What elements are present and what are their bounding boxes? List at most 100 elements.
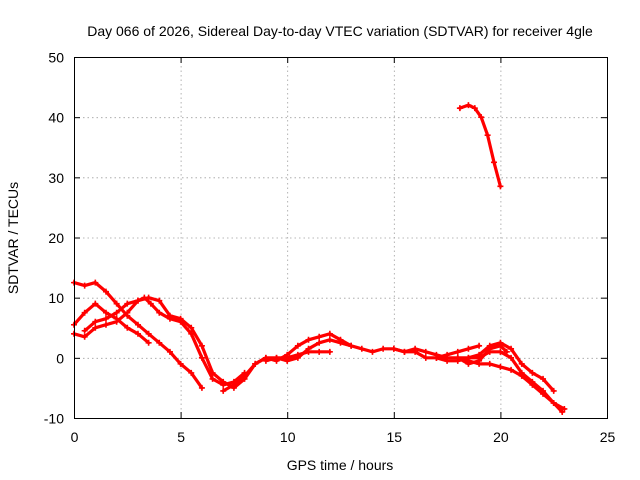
data-point xyxy=(369,348,376,355)
data-point xyxy=(326,348,333,355)
data-point xyxy=(113,300,120,307)
data-point xyxy=(348,342,355,349)
grid xyxy=(74,57,607,418)
data-point xyxy=(444,357,451,364)
data-point xyxy=(145,330,152,337)
data-point xyxy=(81,309,88,316)
data-point xyxy=(422,348,429,355)
data-point xyxy=(102,315,109,322)
data-point xyxy=(145,339,152,346)
data-point xyxy=(81,282,88,289)
data-point xyxy=(92,318,99,325)
x-tick-label: 15 xyxy=(387,429,403,445)
plot-series xyxy=(71,102,568,415)
y-tick-label: 0 xyxy=(56,350,64,366)
data-point xyxy=(476,342,483,349)
data-point xyxy=(484,132,491,139)
data-point xyxy=(412,345,419,352)
data-point xyxy=(316,348,323,355)
data-point xyxy=(305,336,312,343)
data-point xyxy=(166,348,173,355)
data-point xyxy=(134,330,141,337)
data-point xyxy=(284,354,291,361)
data-point xyxy=(177,360,184,367)
data-point xyxy=(497,339,504,346)
data-point xyxy=(422,354,429,361)
y-tick-label: 40 xyxy=(48,110,64,126)
data-point xyxy=(433,354,440,361)
data-point xyxy=(198,384,205,391)
data-point xyxy=(476,357,483,364)
ticks: 0 5 10 15 20 25 -10 0 10 20 30 40 50 xyxy=(44,50,616,446)
data-point xyxy=(147,300,154,307)
data-point xyxy=(540,375,547,382)
data-point xyxy=(124,309,131,316)
data-point xyxy=(145,294,152,301)
data-point xyxy=(209,369,216,376)
data-point xyxy=(454,348,461,355)
data-point xyxy=(486,342,493,349)
data-point xyxy=(188,324,195,331)
data-point xyxy=(156,297,163,304)
data-point xyxy=(124,324,131,331)
data-point xyxy=(241,372,248,379)
data-point xyxy=(486,360,493,367)
data-point xyxy=(262,357,269,364)
data-point xyxy=(273,354,280,361)
chart-title: Day 066 of 2026, Sidereal Day-to-day VTE… xyxy=(87,23,593,39)
data-point xyxy=(503,348,510,355)
data-point xyxy=(497,363,504,370)
data-point xyxy=(113,318,120,325)
data-point xyxy=(465,345,472,352)
data-point xyxy=(209,375,216,382)
data-point xyxy=(540,387,547,394)
data-point xyxy=(102,321,109,328)
data-point xyxy=(380,345,387,352)
x-tick-label: 20 xyxy=(493,429,509,445)
y-tick-label: 10 xyxy=(48,290,64,306)
data-point xyxy=(358,345,365,352)
data-point xyxy=(177,315,184,322)
data-point xyxy=(550,399,557,406)
data-point xyxy=(518,360,525,367)
data-point xyxy=(337,336,344,343)
data-point xyxy=(508,366,515,373)
x-tick-label: 10 xyxy=(280,429,296,445)
data-point xyxy=(497,183,504,190)
data-point xyxy=(497,348,504,355)
data-point xyxy=(316,339,323,346)
data-point xyxy=(471,105,478,112)
data-point xyxy=(390,345,397,352)
data-point xyxy=(316,333,323,340)
data-point xyxy=(529,369,536,376)
data-point xyxy=(508,345,515,352)
x-tick-label: 0 xyxy=(71,429,79,445)
data-point xyxy=(454,354,461,361)
data-point xyxy=(156,339,163,346)
series-track-9 xyxy=(456,344,509,366)
data-point xyxy=(81,333,88,340)
x-tick-label: 5 xyxy=(177,429,185,445)
y-tick-label: 20 xyxy=(48,230,64,246)
data-point xyxy=(92,300,99,307)
data-point xyxy=(559,408,566,415)
data-point xyxy=(326,336,333,343)
series-track-10 xyxy=(456,341,556,393)
data-point xyxy=(134,297,141,304)
data-point xyxy=(476,351,483,358)
data-point xyxy=(456,105,463,112)
data-point xyxy=(518,369,525,376)
data-point xyxy=(401,348,408,355)
data-point xyxy=(491,159,498,166)
y-axis-label: SDTVAR / TECUs xyxy=(5,182,21,294)
data-point xyxy=(81,327,88,334)
data-point xyxy=(198,354,205,361)
y-tick-label: 50 xyxy=(48,50,64,66)
data-point xyxy=(102,288,109,295)
data-point xyxy=(305,348,312,355)
data-point xyxy=(529,378,536,385)
data-point xyxy=(220,378,227,385)
y-tick-label: 30 xyxy=(48,170,64,186)
